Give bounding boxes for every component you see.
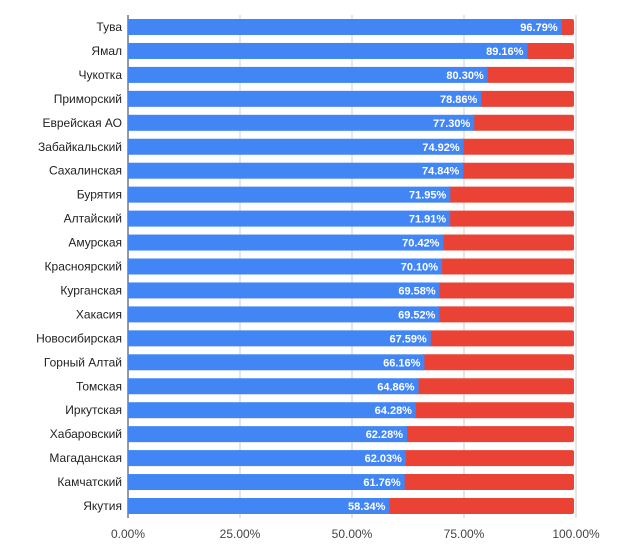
bar-segment-value — [128, 234, 444, 251]
bar-segment-remainder — [439, 258, 574, 275]
bar-segment-remainder — [440, 234, 574, 251]
bar-segment-remainder — [478, 90, 574, 107]
data-label: 64.28% — [375, 405, 413, 417]
data-label: 78.86% — [440, 94, 478, 106]
category-label: Томская — [76, 379, 122, 393]
bar-segment-remainder — [558, 19, 574, 35]
data-label: 64.86% — [377, 381, 415, 393]
data-label: 66.16% — [383, 357, 421, 369]
data-label: 67.59% — [389, 333, 427, 345]
bar-segment-remainder — [447, 210, 574, 227]
category-label: Ямал — [91, 44, 122, 58]
category-label: Чукотка — [79, 68, 123, 82]
bar-segment-value — [128, 186, 451, 203]
data-label: 69.58% — [398, 285, 436, 297]
bar-segment-value — [128, 426, 408, 443]
category-label: Магаданская — [49, 451, 122, 465]
bar-segment-value — [128, 42, 528, 59]
category-label: Тува — [96, 20, 122, 34]
bar-segment-value — [128, 66, 488, 83]
bar-segment-value — [128, 114, 475, 131]
data-label: 62.28% — [366, 429, 404, 441]
bar-segment-remainder — [415, 378, 574, 395]
bar-segment-value — [128, 19, 562, 35]
bar-segment-remainder — [460, 162, 574, 179]
category-label: Амурская — [68, 236, 122, 250]
bar-segment-value — [128, 378, 419, 395]
category-label: Якутия — [83, 499, 122, 513]
data-label: 71.91% — [409, 214, 447, 226]
bar-segment-value — [128, 306, 440, 323]
bar-segment-remainder — [386, 498, 574, 514]
data-label: 58.34% — [348, 501, 386, 513]
x-tick-label: 100.00% — [552, 527, 600, 541]
data-label: 77.30% — [433, 118, 471, 130]
data-label: 89.16% — [486, 46, 524, 58]
category-label: Еврейская АО — [42, 116, 122, 130]
category-label: Иркутская — [65, 403, 122, 417]
bar-segment-value — [128, 138, 464, 155]
category-label: Бурятия — [77, 188, 122, 202]
category-label: Забайкальский — [38, 140, 122, 154]
data-label: 69.52% — [398, 309, 436, 321]
bar-segment-remainder — [436, 282, 574, 299]
data-label: 80.30% — [446, 70, 484, 82]
bar-segment-remainder — [460, 138, 574, 155]
bar-segment-value — [128, 90, 482, 107]
x-tick-label: 50.00% — [332, 527, 373, 541]
bar-segment-value — [128, 402, 416, 419]
bar-segment-value — [128, 498, 390, 514]
x-tick-label: 25.00% — [220, 527, 261, 541]
data-label: 74.84% — [422, 166, 460, 178]
data-label: 70.42% — [402, 238, 440, 250]
bar-segment-remainder — [524, 42, 574, 59]
category-label: Приморский — [54, 92, 122, 106]
bar-segment-value — [128, 330, 431, 347]
data-label: 96.79% — [520, 22, 558, 34]
category-label: Сахалинская — [49, 164, 122, 178]
category-label: Хабаровский — [50, 427, 122, 441]
category-label: Алтайский — [64, 212, 122, 226]
bar-segment-remainder — [447, 186, 574, 203]
bar-segment-remainder — [427, 330, 574, 347]
x-tick-label: 75.00% — [444, 527, 485, 541]
bar-segment-remainder — [421, 354, 574, 371]
data-label: 70.10% — [401, 262, 439, 274]
bar-segment-remainder — [484, 66, 574, 83]
bar-segment-remainder — [402, 450, 574, 467]
bar-segment-remainder — [436, 306, 574, 323]
bar-segment-value — [128, 258, 443, 275]
category-label: Красноярский — [45, 260, 122, 274]
bar-segment-value — [128, 474, 405, 491]
category-label: Курганская — [60, 283, 122, 297]
bar-segment-remainder — [471, 114, 574, 131]
bar-segment-value — [128, 162, 464, 179]
category-label: Хакасия — [76, 307, 122, 321]
data-label: 71.95% — [409, 190, 447, 202]
x-tick-label: 0.00% — [111, 527, 145, 541]
bar-segment-remainder — [401, 474, 574, 491]
data-label: 74.92% — [422, 142, 460, 154]
category-label: Горный Алтай — [44, 355, 122, 369]
data-label: 61.76% — [363, 477, 401, 489]
bar-segment-remainder — [412, 402, 574, 419]
data-label: 62.03% — [365, 453, 403, 465]
bar-segment-value — [128, 210, 451, 227]
category-label: Камчатский — [57, 475, 122, 489]
category-label: Новосибирская — [36, 331, 122, 345]
bar-segment-value — [128, 354, 425, 371]
bar-segment-value — [128, 450, 406, 467]
bar-segment-value — [128, 282, 440, 299]
bar-segment-remainder — [404, 426, 574, 443]
